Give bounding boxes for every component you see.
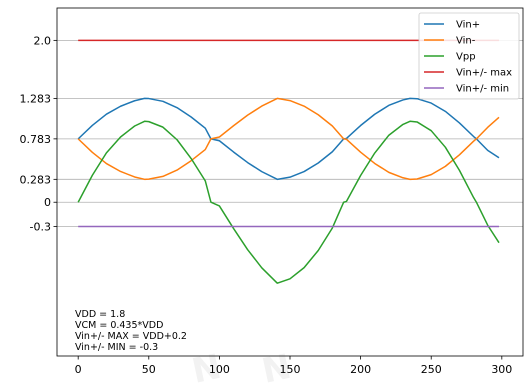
series-line-2	[77, 120, 500, 284]
y-tick-label: 1.283	[20, 92, 52, 105]
x-tick-label: 150	[280, 363, 301, 376]
legend-box	[418, 12, 520, 100]
x-tick-label: 0	[75, 363, 82, 376]
legend-label: Vin-	[456, 36, 476, 47]
x-tick-label: 50	[142, 363, 156, 376]
annotation-line: Vin+/- MAX = VDD+0.2	[75, 331, 187, 342]
x-tick-label: 250	[421, 363, 442, 376]
y-tick-label: 0.783	[20, 133, 52, 146]
series-lines	[77, 39, 500, 284]
y-tick-label: 0	[44, 196, 51, 209]
legend-label: Vin+/- min	[456, 84, 509, 95]
y-tick-label: -0.3	[30, 221, 51, 234]
annotation-line: VCM = 0.435*VDD	[75, 320, 163, 331]
legend-label: Vin+/- max	[456, 68, 512, 79]
legend-label: Vpp	[456, 52, 476, 63]
x-tick-label: 100	[209, 363, 230, 376]
legend-label: Vin+	[456, 20, 480, 31]
series-line-0	[77, 97, 500, 181]
series-line-1	[77, 97, 500, 181]
annotation-line: Vin+/- MIN = -0.3	[75, 342, 158, 353]
legend: Vin+ Vin- Vpp Vin+/- max Vin+/- min	[418, 12, 520, 100]
y-tick-label: 0.283	[20, 173, 52, 186]
annotation-line: VDD = 1.8	[75, 309, 125, 320]
x-tick-label: 300	[491, 363, 512, 376]
x-axis: 0 50 100 150 200 250 300	[75, 356, 512, 376]
x-tick-label: 200	[350, 363, 371, 376]
y-tick-label: 2.0	[34, 34, 52, 47]
y-axis: 2.0 1.283 0.783 0.283 0 -0.3	[20, 34, 57, 234]
